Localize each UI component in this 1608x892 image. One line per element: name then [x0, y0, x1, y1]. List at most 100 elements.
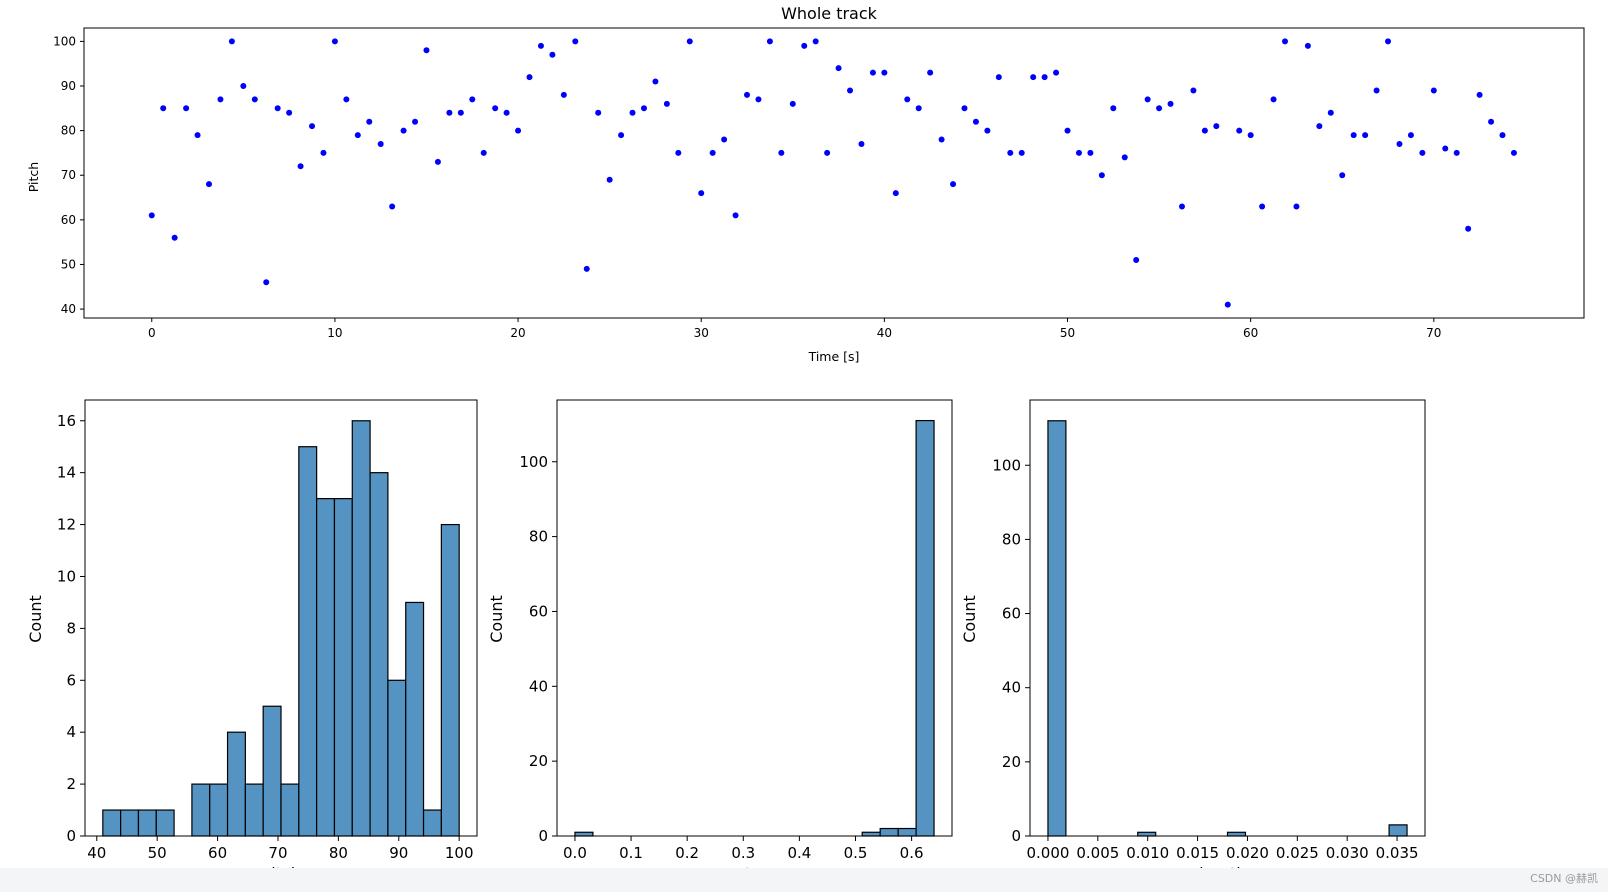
scatter-point	[1510, 149, 1517, 156]
scatter-point	[972, 118, 979, 125]
pitch-xtick-label: 80	[329, 844, 348, 862]
pitch-ytick-label: 2	[66, 775, 76, 793]
scatter-point	[354, 132, 361, 139]
scatter-point	[1442, 145, 1449, 152]
scatter-point	[1030, 74, 1037, 81]
scatter-point	[995, 74, 1002, 81]
scatter-point	[526, 74, 533, 81]
pitch-bar	[298, 446, 318, 837]
pitch-bar	[137, 809, 157, 837]
scatter-point	[640, 105, 647, 112]
step-bar	[897, 827, 917, 837]
scatter-point	[320, 149, 327, 156]
scatter-xtick-label: 50	[1060, 326, 1075, 340]
scatter-point	[503, 109, 510, 116]
scatter-ytick-label: 100	[53, 34, 76, 48]
pitch-bar	[209, 783, 229, 837]
scatter-point	[1430, 87, 1437, 94]
scatter-point	[515, 127, 522, 134]
scatter-point	[1110, 105, 1117, 112]
scatter-point	[1499, 132, 1506, 139]
scatter-point	[572, 38, 579, 45]
scatter-point	[1213, 123, 1220, 130]
scatter-point	[789, 100, 796, 107]
scatter-xtick-label: 10	[327, 326, 342, 340]
scatter-point	[755, 96, 762, 103]
scatter-point	[663, 100, 670, 107]
step-ytick-label: 40	[529, 677, 548, 695]
scatter-xtick-label: 0	[148, 326, 156, 340]
pitch-bar	[316, 498, 336, 837]
step-ytick-label: 0	[538, 827, 548, 845]
scatter-point	[1167, 100, 1174, 107]
scatter-point	[938, 136, 945, 143]
scatter-point	[194, 132, 201, 139]
duration-xtick-label: 0.005	[1076, 844, 1119, 862]
scatter-point	[160, 105, 167, 112]
pitch-ytick-label: 8	[66, 619, 76, 637]
scatter-point	[183, 105, 190, 112]
scatter-point	[1339, 172, 1346, 179]
pitch-ytick-label: 0	[66, 827, 76, 845]
scatter-point	[560, 91, 567, 98]
duration-xtick-label: 0.030	[1326, 844, 1369, 862]
scatter-point	[1373, 87, 1380, 94]
pitch-ytick-label: 10	[57, 567, 76, 585]
scatter-ytick-label: 90	[61, 79, 76, 93]
scatter-xtick-label: 20	[510, 326, 525, 340]
scatter-point	[206, 181, 212, 188]
duration-ytick-label: 40	[1002, 679, 1021, 697]
scatter-point	[744, 91, 751, 98]
pitch-bar	[120, 809, 140, 837]
scatter-ytick-label: 70	[61, 168, 76, 182]
scatter-point	[400, 127, 407, 134]
pitch-ytick-label: 4	[66, 723, 76, 741]
duration-xtick-label: 0.025	[1276, 844, 1319, 862]
duration-xtick-label: 0.020	[1226, 844, 1269, 862]
scatter-point	[766, 38, 773, 45]
step-ytick-label: 20	[529, 752, 548, 770]
scatter-point	[1259, 203, 1266, 210]
scatter-point	[583, 265, 590, 272]
scatter-xlabel: Time [s]	[808, 349, 860, 364]
scatter-point	[1293, 203, 1300, 210]
step-bar	[861, 831, 881, 837]
scatter-point	[1156, 105, 1163, 112]
scatter-point	[1053, 69, 1060, 76]
scatter-point	[1350, 132, 1357, 139]
scatter-point	[1190, 87, 1197, 94]
scatter-point	[950, 181, 957, 188]
scatter-point	[549, 51, 556, 58]
scatter-point	[457, 109, 464, 116]
scatter-point	[1236, 127, 1243, 134]
scatter-point	[618, 132, 625, 139]
scatter-xtick-label: 70	[1426, 326, 1441, 340]
step-xtick-label: 0.3	[731, 844, 755, 862]
scatter-point	[1075, 149, 1082, 156]
watermark: CSDN @赫凯	[1530, 872, 1598, 885]
pitch-bar	[226, 731, 246, 837]
duration-ytick-label: 100	[992, 456, 1021, 474]
scatter-point	[812, 38, 819, 45]
scatter-point	[331, 38, 338, 45]
scatter-point	[1304, 42, 1311, 49]
step-bar	[915, 419, 935, 837]
pitch-xtick-label: 40	[87, 844, 106, 862]
scatter-point	[778, 149, 785, 156]
scatter-point	[686, 38, 693, 45]
scatter-point	[240, 83, 247, 89]
scatter-point	[721, 136, 728, 143]
scatter-point	[1247, 132, 1254, 139]
scatter-point	[446, 109, 453, 116]
duration-xtick-label: 0.010	[1126, 844, 1169, 862]
pitch-xtick-label: 50	[148, 844, 167, 862]
scatter-xtick-label: 60	[1243, 326, 1258, 340]
scatter-point	[469, 96, 476, 103]
scatter-point	[423, 47, 430, 54]
pitch-bar	[102, 809, 122, 837]
pitch-bar	[369, 472, 389, 837]
scatter-ytick-label: 40	[61, 302, 76, 316]
scatter-point	[847, 87, 854, 94]
